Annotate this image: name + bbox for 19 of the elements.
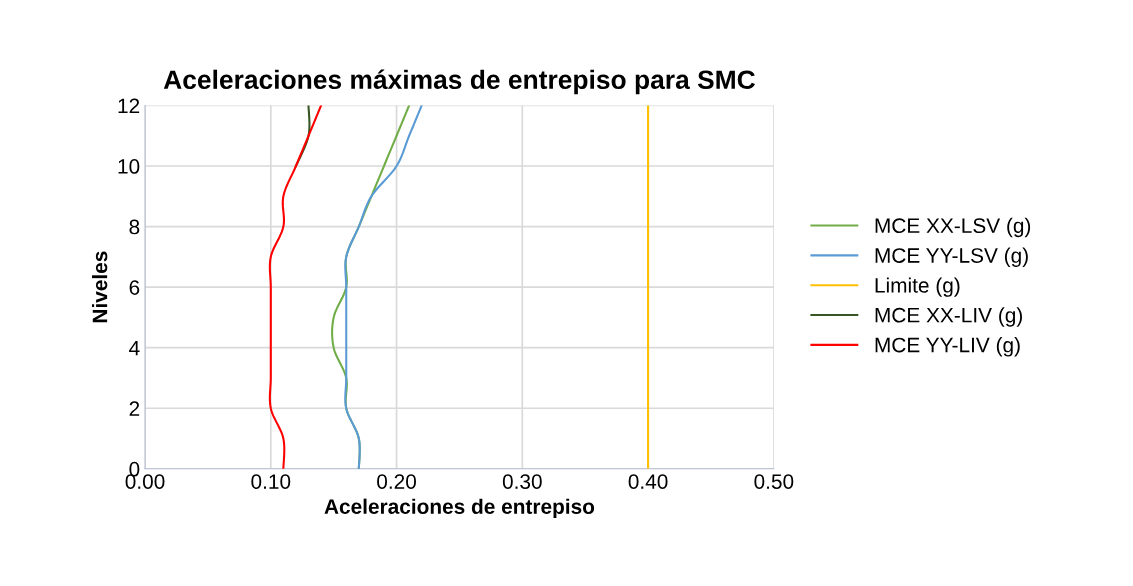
legend-label: MCE XX-LIV (g) <box>875 307 1022 327</box>
y-tick-label: 6 <box>129 280 140 295</box>
chart-title: Aceleraciones máximas de entrepiso para SMC <box>163 69 755 95</box>
y-tick-label: 8 <box>129 219 140 235</box>
x-tick-label: 0.30 <box>502 474 542 489</box>
y-tick-label: 2 <box>129 401 140 416</box>
x-tick-label: 0.40 <box>628 474 668 489</box>
x-axis-title: Aceleraciones de entrepiso <box>324 498 595 519</box>
x-tick-label: 0.20 <box>377 474 417 489</box>
x-tick-label: 0.50 <box>754 474 794 489</box>
legend-label: MCE YY-LSV (g) <box>875 247 1028 268</box>
legend-label: MCE YY-LIV (g) <box>875 337 1020 357</box>
y-tick-label: 12 <box>118 98 140 114</box>
legend-label: MCE XX-LSV (g) <box>875 217 1031 238</box>
y-axis-title: Niveles <box>92 251 108 323</box>
x-tick-label: 0.10 <box>251 474 291 489</box>
legend-label: Limite (g) <box>875 277 960 297</box>
y-tick-label: 10 <box>118 159 140 174</box>
y-tick-label: 4 <box>129 340 140 356</box>
